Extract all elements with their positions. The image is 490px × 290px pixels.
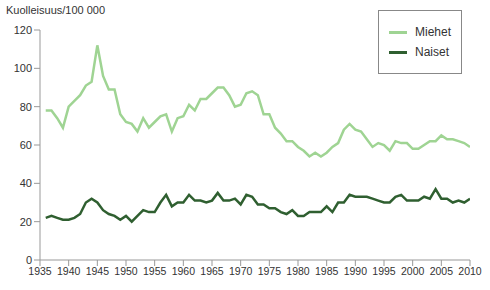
- html-text:Naiset: Naiset: [415, 45, 449, 59]
- html-text:Kuolleisuus/100 000: Kuolleisuus/100 000: [6, 4, 106, 16]
- svg-text:2005: 2005: [430, 265, 454, 277]
- svg-text:1950: 1950: [114, 265, 138, 277]
- svg-text:1960: 1960: [172, 265, 196, 277]
- svg-text:1945: 1945: [86, 265, 110, 277]
- html-text:Miehet: Miehet: [415, 25, 451, 39]
- svg-text:2000: 2000: [401, 265, 425, 277]
- svg-text:1970: 1970: [229, 265, 253, 277]
- svg-text:1995: 1995: [372, 265, 396, 277]
- svg-text:1985: 1985: [315, 265, 339, 277]
- svg-text:1940: 1940: [57, 265, 81, 277]
- svg-text:60: 60: [20, 139, 32, 151]
- svg-text:1980: 1980: [286, 265, 310, 277]
- svg-text:2010: 2010: [458, 265, 482, 277]
- svg-text:1935: 1935: [28, 265, 52, 277]
- svg-text:80: 80: [20, 101, 32, 113]
- svg-text:1975: 1975: [258, 265, 282, 277]
- svg-text:120: 120: [14, 24, 32, 36]
- svg-text:1990: 1990: [344, 265, 368, 277]
- svg-text:0: 0: [26, 254, 32, 266]
- svg-text:1965: 1965: [200, 265, 224, 277]
- svg-text:100: 100: [14, 62, 32, 74]
- svg-text:1955: 1955: [143, 265, 167, 277]
- svg-text:40: 40: [20, 177, 32, 189]
- svg-text:20: 20: [20, 216, 32, 228]
